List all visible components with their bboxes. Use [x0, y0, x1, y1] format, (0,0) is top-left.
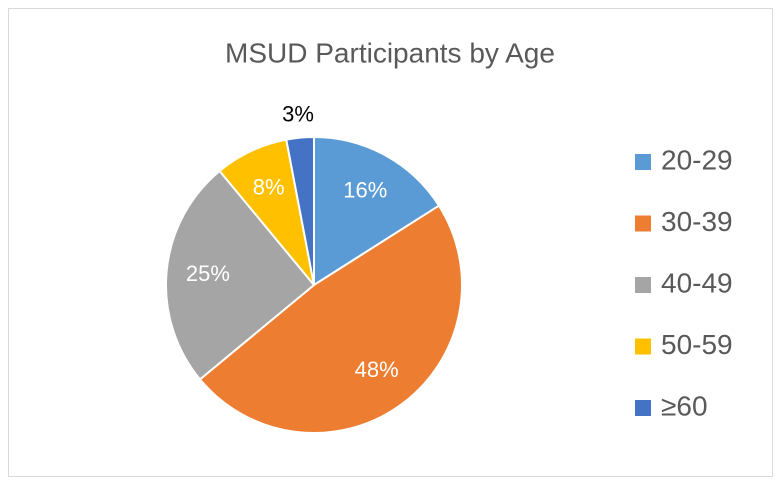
- legend-swatch: [635, 215, 651, 232]
- data-label: 16%: [343, 177, 387, 202]
- data-label: 8%: [253, 174, 285, 199]
- legend-swatch: [635, 277, 651, 293]
- legend-label: ≥60: [661, 390, 708, 421]
- data-label: 3%: [282, 101, 314, 126]
- legend-label: 20-29: [661, 144, 733, 175]
- legend-swatch: [635, 338, 651, 355]
- chart-title: MSUD Participants by Age: [225, 37, 555, 68]
- legend-label: 50-59: [661, 329, 733, 360]
- data-label: 48%: [355, 357, 399, 382]
- pie-slice: [165, 169, 316, 381]
- pie-slice: [198, 204, 463, 434]
- legend-swatch: [635, 400, 651, 416]
- pie-slice: [285, 135, 315, 286]
- legend-label: 40-49: [661, 267, 733, 298]
- data-label: 25%: [186, 261, 230, 286]
- legend-swatch: [635, 154, 651, 170]
- legend-label: 30-39: [661, 206, 733, 237]
- pie-slice: [313, 135, 441, 287]
